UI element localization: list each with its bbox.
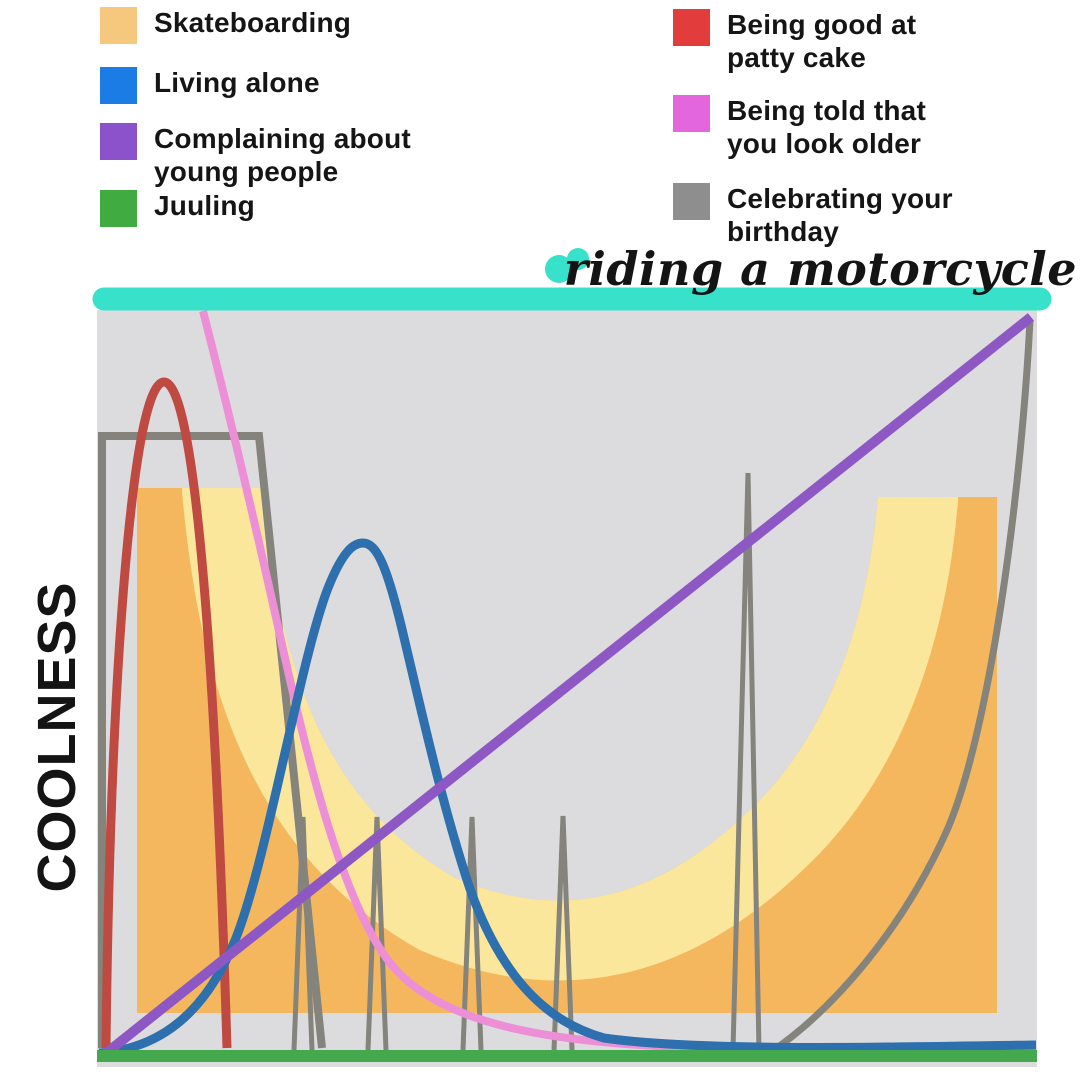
legend-item-living-alone: Living alone [100, 66, 320, 104]
legend-text: Complaining about [154, 123, 411, 154]
legend-text: you look older [727, 128, 922, 159]
legend-swatch-living-alone [100, 67, 137, 104]
legend-swatch-birthday [673, 183, 710, 220]
living-alone-curve [98, 538, 1037, 1058]
legend-text: Living alone [154, 67, 320, 98]
legend-text: Skateboarding [154, 7, 352, 38]
motorcycle-annotation-label: riding a motorcycle [563, 242, 1077, 296]
legend-item-complaining: Complaining about young people [100, 122, 411, 188]
y-axis-label: COOLNESS [27, 581, 87, 893]
legend-item-patty-cake: Being good at patty cake [673, 8, 916, 74]
legend-label-living-alone: Living alone [154, 66, 320, 99]
legend-swatch-look-older [673, 95, 710, 132]
legend-swatch-skateboarding [100, 7, 137, 44]
legend-label-skateboarding: Skateboarding [154, 6, 351, 39]
legend-item-birthday: Celebrating your birthday [673, 182, 953, 248]
legend-swatch-patty-cake [673, 9, 710, 46]
legend-text: young people [154, 156, 339, 187]
legend-label-birthday: Celebrating your birthday [727, 182, 953, 248]
complaining-line [96, 313, 1035, 1062]
legend-text: Being told that [727, 95, 926, 126]
motorcycle-blob [545, 255, 573, 283]
legend-text: patty cake [727, 42, 866, 73]
legend-label-patty-cake: Being good at patty cake [727, 8, 916, 74]
birthday-spike-1 [291, 816, 315, 1051]
legend-text: Being good at [727, 9, 917, 40]
look-older-curve [199, 310, 1037, 1054]
birthday-late-life-rise [769, 319, 1034, 1055]
birthday-spike-2 [365, 816, 389, 1051]
birthday-spike-3 [460, 816, 484, 1051]
legend-item-skateboarding: Skateboarding [100, 6, 351, 44]
birthday-milestone-spike [730, 472, 762, 1051]
legend-item-juuling: Juuling [100, 189, 255, 227]
motorcycle-series [92, 248, 1052, 311]
legend-text: birthday [727, 216, 840, 247]
legend-text: Celebrating your [727, 183, 953, 214]
legend-label-look-older: Being told that you look older [727, 94, 926, 160]
legend-swatch-complaining [100, 123, 137, 160]
birthday-spike-4 [551, 815, 575, 1051]
legend-swatch-juuling [100, 190, 137, 227]
legend-label-juuling: Juuling [154, 189, 255, 222]
patty-cake-curve [101, 377, 232, 1049]
motorcycle-blob-2 [567, 248, 589, 270]
legend-label-complaining: Complaining about young people [154, 122, 411, 188]
legend-text: Juuling [154, 190, 255, 221]
legend-item-look-older: Being told that you look older [673, 94, 926, 160]
